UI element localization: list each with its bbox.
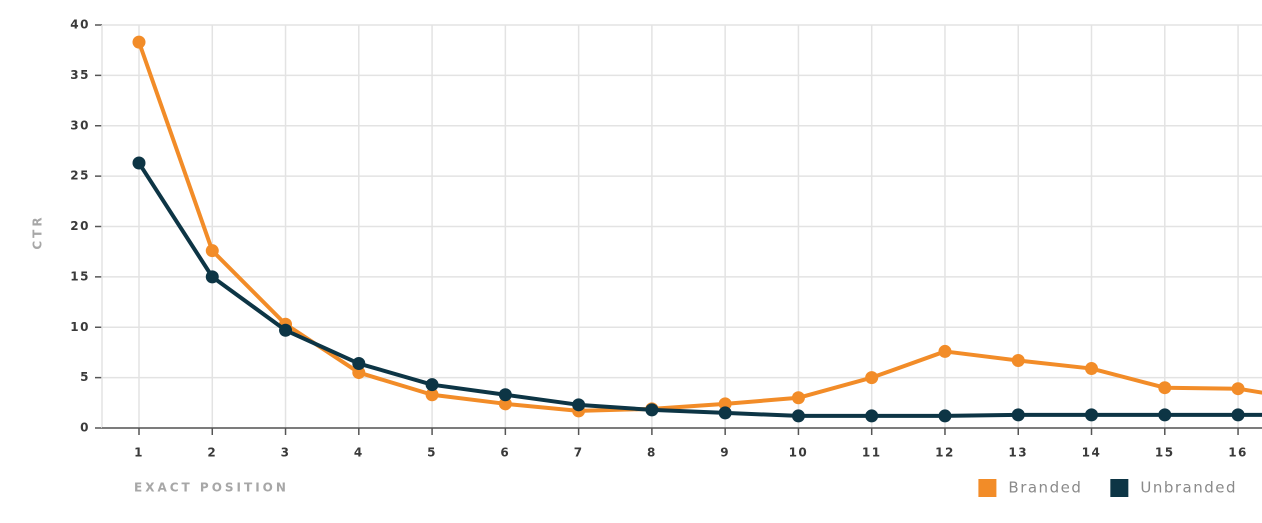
x-tick-label: 12	[935, 446, 955, 460]
point	[352, 366, 366, 380]
y-axis-title: CTR	[31, 214, 45, 249]
x-tick-label: 8	[647, 446, 657, 460]
point	[1158, 381, 1172, 395]
point	[352, 357, 366, 371]
x-tick-label: 9	[720, 446, 730, 460]
x-tick-label: 1	[134, 446, 144, 460]
point	[425, 388, 439, 402]
point	[425, 378, 439, 392]
point	[718, 406, 732, 420]
legend-label: Branded	[1008, 479, 1082, 497]
x-tick-label: 2	[207, 446, 217, 460]
x-tick-label: 14	[1082, 446, 1102, 460]
point	[498, 388, 512, 402]
point	[718, 397, 732, 411]
point	[938, 344, 952, 358]
point	[1011, 353, 1025, 367]
x-tick-label: 6	[500, 446, 510, 460]
point	[205, 270, 219, 284]
series	[132, 156, 1262, 423]
x-axis-title: EXACT POSITION	[134, 481, 289, 495]
point	[572, 398, 586, 412]
point	[865, 409, 879, 423]
point	[791, 391, 805, 405]
point	[938, 409, 952, 423]
point	[1085, 362, 1099, 376]
y-tick-label: 10	[70, 320, 90, 334]
y-tick-label: 0	[80, 421, 90, 435]
point	[1231, 408, 1245, 422]
x-tick-label: 4	[354, 446, 364, 460]
point	[1158, 408, 1172, 422]
x-tick-label: 5	[427, 446, 437, 460]
x-tick-label: 16	[1228, 446, 1248, 460]
point	[791, 409, 805, 423]
x-tick-label: 10	[789, 446, 809, 460]
point	[132, 35, 146, 49]
point	[498, 397, 512, 411]
y-tick-label: 20	[70, 219, 90, 233]
legend-label: Unbranded	[1140, 479, 1237, 497]
x-tick-label: 3	[281, 446, 291, 460]
point	[1231, 382, 1245, 396]
y-tick-label: 15	[70, 269, 90, 283]
x-tick-label: 11	[862, 446, 882, 460]
point	[205, 244, 219, 258]
x-tick-label: 7	[574, 446, 584, 460]
point	[1011, 408, 1025, 422]
legend-swatch	[1110, 479, 1129, 497]
point	[1085, 408, 1099, 422]
y-tick-label: 5	[80, 370, 90, 384]
y-tick-label: 35	[70, 68, 90, 82]
y-tick-label: 25	[70, 169, 90, 183]
point	[645, 403, 659, 417]
point	[279, 323, 293, 337]
x-tick-label: 13	[1008, 446, 1028, 460]
series	[132, 35, 1262, 418]
point	[132, 156, 146, 170]
y-tick-label: 40	[70, 18, 90, 32]
y-tick-label: 30	[70, 118, 90, 132]
point	[865, 371, 879, 385]
legend-swatch	[978, 479, 997, 497]
x-tick-label: 15	[1155, 446, 1175, 460]
